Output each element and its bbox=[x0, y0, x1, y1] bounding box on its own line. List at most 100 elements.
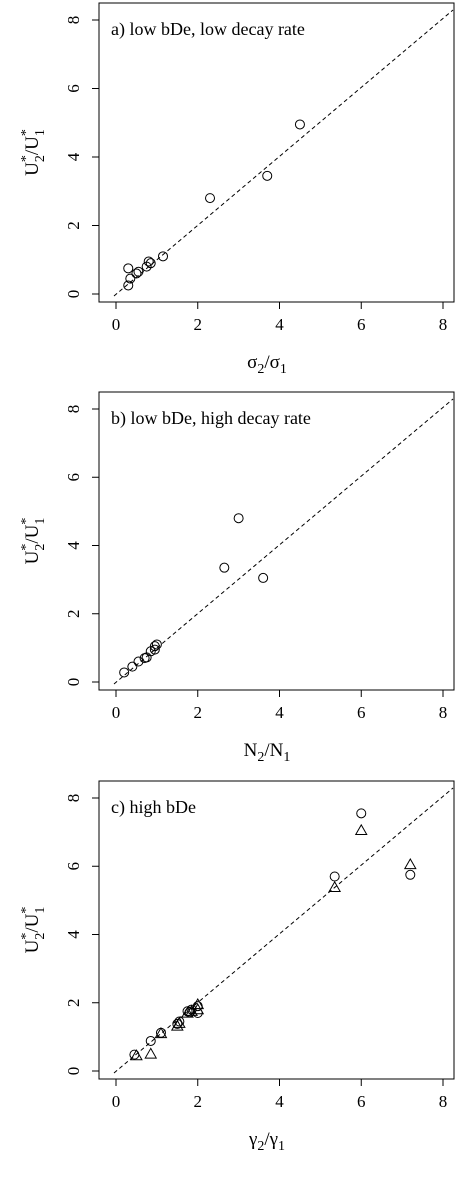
circle-point bbox=[329, 871, 340, 882]
y-tick-label: 4 bbox=[64, 152, 83, 161]
circle-point bbox=[127, 661, 138, 672]
triangle-point bbox=[154, 1026, 168, 1039]
y-label-main: U bbox=[22, 162, 43, 176]
x-tick-label: 6 bbox=[357, 1092, 366, 1111]
y-tick-label: 2 bbox=[64, 610, 83, 619]
circle-point bbox=[158, 251, 169, 262]
identity-line bbox=[113, 9, 454, 297]
circle-point bbox=[143, 256, 154, 267]
y-label-sub: 2 bbox=[33, 933, 48, 940]
x-tick-label: 4 bbox=[275, 1092, 284, 1111]
x-label-sub: 1 bbox=[280, 362, 287, 377]
y-axis-label: U*2/U*1 bbox=[19, 907, 48, 954]
circle-point bbox=[131, 268, 142, 279]
x-tick-label: 4 bbox=[275, 703, 284, 722]
panel-title: b) low bDe, high decay rate bbox=[111, 408, 311, 429]
x-label-sub: 1 bbox=[278, 1139, 285, 1154]
x-label-base: γ bbox=[248, 1129, 257, 1150]
y-tick-label: 2 bbox=[64, 999, 83, 1008]
triangle-point bbox=[328, 880, 342, 893]
triangle-point bbox=[130, 1049, 143, 1061]
y-label-sub: 1 bbox=[33, 907, 48, 914]
identity-line bbox=[113, 398, 454, 685]
circle-point bbox=[356, 808, 367, 819]
triangle-point bbox=[191, 997, 205, 1010]
x-tick-label: 8 bbox=[439, 703, 448, 722]
y-label-rest: /U bbox=[22, 524, 43, 543]
circle-point bbox=[172, 1018, 183, 1029]
triangle-point bbox=[354, 823, 368, 836]
x-tick-label: 0 bbox=[112, 703, 121, 722]
circle-point bbox=[205, 193, 216, 204]
y-tick-label: 0 bbox=[64, 290, 83, 299]
triangle-point bbox=[144, 1047, 158, 1059]
circle-point bbox=[125, 273, 136, 284]
circle-point bbox=[123, 280, 134, 291]
y-axis-label: U*2/U*1 bbox=[19, 518, 48, 565]
y-tick-label: 6 bbox=[64, 84, 83, 93]
y-axis-label: U*2/U*1 bbox=[19, 129, 48, 176]
x-tick-label: 0 bbox=[112, 315, 121, 334]
x-tick-label: 6 bbox=[357, 703, 366, 722]
y-label-rest: /U bbox=[22, 913, 43, 932]
x-label-base: N bbox=[244, 740, 258, 761]
identity-line bbox=[113, 787, 454, 1074]
triangle-point bbox=[181, 1006, 194, 1018]
y-label-sub: 2 bbox=[33, 155, 48, 162]
circle-point bbox=[294, 119, 305, 130]
x-label-base: σ bbox=[247, 352, 257, 373]
x-tick-label: 8 bbox=[439, 1092, 448, 1111]
x-tick-label: 0 bbox=[112, 1092, 121, 1111]
circle-point bbox=[149, 641, 160, 652]
x-tick-label: 8 bbox=[439, 315, 448, 334]
y-label-sub: 1 bbox=[33, 518, 48, 525]
plot-frame bbox=[98, 780, 455, 1080]
x-label-sub: 2 bbox=[257, 362, 264, 377]
y-tick-label: 8 bbox=[64, 16, 83, 25]
y-label-sup: * bbox=[19, 933, 34, 940]
y-tick-label: 6 bbox=[64, 862, 83, 871]
y-label-sub: 2 bbox=[33, 544, 48, 551]
x-label-sub: 2 bbox=[257, 750, 264, 765]
x-tick-label: 2 bbox=[194, 315, 203, 334]
y-tick-label: 8 bbox=[64, 405, 83, 414]
circle-point bbox=[233, 513, 244, 524]
x-label-sub: 2 bbox=[257, 1139, 264, 1154]
panel-title: c) high bDe bbox=[111, 797, 196, 818]
circle-point bbox=[258, 572, 269, 583]
x-label-text: /N bbox=[264, 740, 283, 761]
triangle-point bbox=[403, 858, 417, 870]
y-tick-label: 4 bbox=[64, 541, 83, 550]
x-tick-label: 6 bbox=[357, 315, 366, 334]
panel-title: a) low bDe, low decay rate bbox=[111, 19, 305, 40]
y-label-sup: * bbox=[19, 129, 34, 136]
circle-point bbox=[405, 869, 416, 880]
circle-point bbox=[219, 562, 230, 573]
circle-point bbox=[151, 639, 162, 650]
y-label-sub: 1 bbox=[33, 129, 48, 136]
circle-point bbox=[145, 1035, 156, 1046]
y-tick-label: 6 bbox=[64, 473, 83, 482]
x-tick-label: 4 bbox=[275, 315, 284, 334]
circle-point bbox=[123, 263, 134, 274]
plot-frame bbox=[98, 2, 455, 303]
circle-point bbox=[149, 644, 160, 655]
y-label-sup: * bbox=[19, 155, 34, 162]
x-label-sub: 1 bbox=[283, 750, 290, 765]
y-label-sup: * bbox=[19, 907, 34, 914]
y-tick-label: 4 bbox=[64, 930, 83, 939]
triangle-point bbox=[172, 1016, 186, 1028]
x-label-text: /γ bbox=[264, 1129, 278, 1150]
x-tick-label: 2 bbox=[194, 1092, 203, 1111]
y-label-sup: * bbox=[19, 544, 34, 551]
x-axis-label: γ2/γ1 bbox=[248, 1129, 285, 1154]
x-axis-label: σ2/σ1 bbox=[247, 352, 287, 377]
y-label-sup: * bbox=[19, 518, 34, 525]
circle-point bbox=[145, 258, 156, 269]
circle-point bbox=[119, 667, 130, 678]
y-label-main: U bbox=[22, 550, 43, 564]
y-label-rest: /U bbox=[22, 136, 43, 155]
